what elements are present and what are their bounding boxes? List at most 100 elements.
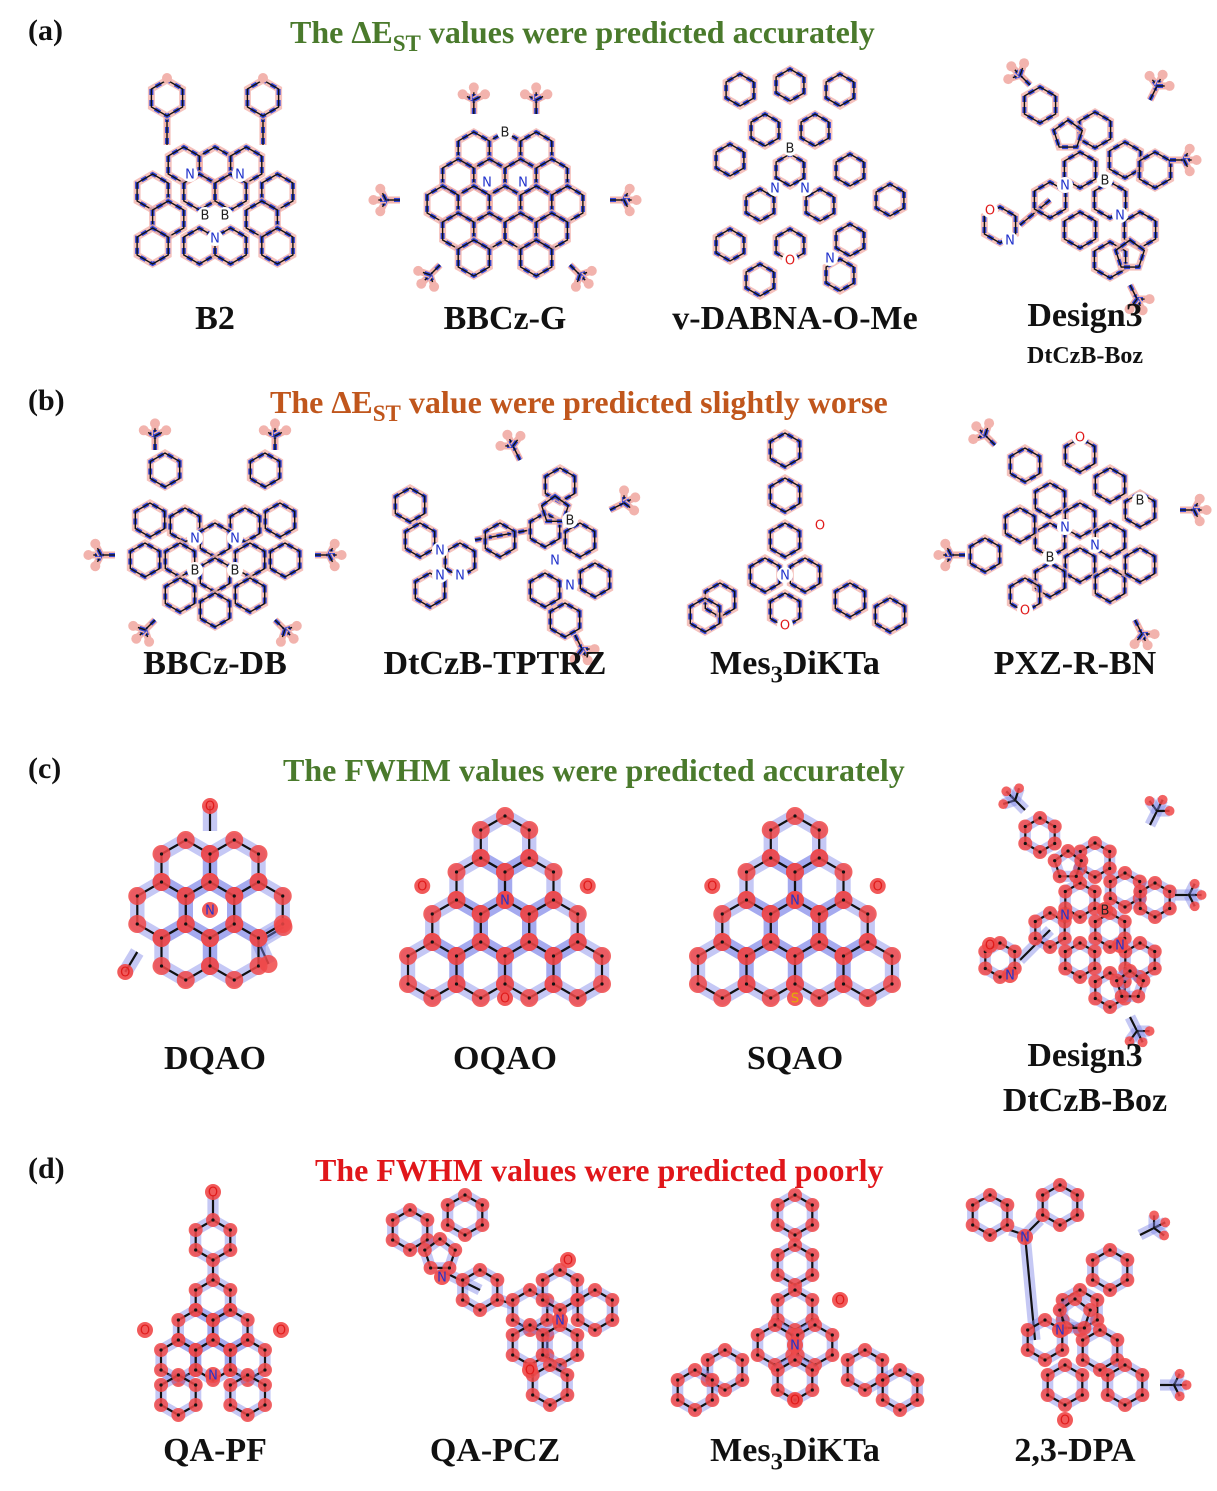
atom-label-b: B <box>1097 902 1113 919</box>
name-b2: B2 <box>195 300 235 337</box>
ring <box>701 578 739 622</box>
atom-label-n: N <box>787 1337 803 1354</box>
svg-text:N: N <box>1060 521 1070 536</box>
ring <box>770 1238 820 1292</box>
ring <box>965 1188 1015 1242</box>
panel-a-title-text: The ΔE <box>290 14 393 50</box>
name-mes3diktA-b-pre: Mes <box>710 645 771 682</box>
terminal-atom <box>971 421 982 432</box>
svg-text:B: B <box>1101 904 1110 919</box>
terminal-atom <box>502 429 513 440</box>
svg-text:O: O <box>985 204 995 219</box>
atom-label-n: N <box>434 1269 450 1286</box>
name-sqao: SQAO <box>746 1040 844 1077</box>
atom-label-o: O <box>579 878 596 895</box>
ring <box>770 1353 820 1407</box>
svg-text:O: O <box>563 1254 573 1269</box>
terminal-atom <box>570 281 581 292</box>
terminal-atom <box>1137 305 1148 316</box>
name-mes3diktA-d-pre: Mes <box>710 1432 771 1469</box>
panel-b-title-text-end: value were predicted slightly worse <box>400 384 888 420</box>
bond <box>1019 1234 1041 1341</box>
name-v-dabna-o-me: v-DABNA-O-Me <box>672 300 918 337</box>
svg-text:O: O <box>208 1186 218 1201</box>
ring <box>802 184 838 226</box>
atom-label-n: N <box>1057 907 1073 924</box>
terminal-atom <box>416 278 427 289</box>
svg-text:N: N <box>555 1314 565 1329</box>
ring <box>1100 1358 1150 1412</box>
bond <box>1126 283 1141 301</box>
ring <box>541 463 579 507</box>
name-qa-pcz: QA-PCZ <box>429 1432 561 1469</box>
ring <box>770 1188 820 1242</box>
terminal-atom <box>457 89 468 100</box>
ring <box>1085 1243 1135 1297</box>
molecule-2-3-dpa: N N O <box>965 1178 1192 1429</box>
ring <box>871 593 909 637</box>
ring <box>1121 543 1159 587</box>
ring <box>261 498 299 542</box>
svg-text:O: O <box>835 1294 845 1309</box>
ring <box>454 235 493 281</box>
svg-text:N: N <box>1060 179 1070 194</box>
name-dtczb-tptrz: DtCzB-TPTRZ <box>383 645 607 682</box>
name-bbcz-g: BBCz-G <box>443 300 567 337</box>
subname-design3-c: DtCzB-Boz <box>1002 1082 1168 1119</box>
molecule-mes3diktA-b: N O O <box>686 428 909 637</box>
ring <box>766 588 804 632</box>
ring <box>746 553 784 597</box>
panel-b-title-text: The ΔE <box>270 384 373 420</box>
atom-label-n: N <box>787 892 803 909</box>
ring <box>980 202 1020 248</box>
svg-text:O: O <box>120 966 130 981</box>
name-mes3diktA-b: Mes3DiKTa <box>690 645 900 690</box>
bond <box>1131 618 1146 636</box>
name-qa-pf: QA-PF <box>163 1432 267 1469</box>
ring <box>126 538 164 582</box>
atom-label-s: S <box>787 990 803 1007</box>
atom-label-o: O <box>1072 429 1088 446</box>
atom-label-n: N <box>452 567 468 584</box>
ring <box>712 224 748 266</box>
svg-text:O: O <box>583 880 593 895</box>
name-mes3diktA-b-sub: 3 <box>770 661 783 689</box>
terminal-atom <box>583 278 594 289</box>
svg-text:N: N <box>565 579 575 594</box>
svg-text:B: B <box>1046 551 1055 566</box>
terminal-atom <box>288 633 299 644</box>
ring <box>747 109 783 151</box>
atom-label-o: O <box>497 990 513 1007</box>
ring <box>1031 478 1069 522</box>
terminal-atom <box>375 206 386 217</box>
atom-label-o: O <box>137 1322 153 1339</box>
atom-label-o: O <box>205 1184 221 1201</box>
svg-text:N: N <box>235 168 245 183</box>
svg-text:O: O <box>785 254 795 269</box>
atom-label-n: N <box>202 902 218 919</box>
ring <box>1088 966 1132 1014</box>
terminal-atom <box>128 620 139 631</box>
ring <box>441 538 479 582</box>
terminal-atom <box>1164 80 1175 91</box>
ring <box>1001 503 1039 547</box>
atom-label-b: B <box>562 512 578 529</box>
terminal-atom <box>329 538 340 549</box>
panel-b-title: The ΔEST value were predicted slightly w… <box>270 384 888 427</box>
terminal-atom <box>630 492 641 503</box>
svg-text:N: N <box>435 569 445 584</box>
atom-label-o: O <box>273 1322 289 1339</box>
ring <box>231 573 269 617</box>
atom-label-n: N <box>187 530 203 547</box>
terminal-atom <box>1184 143 1195 154</box>
terminal-atom <box>429 281 440 292</box>
terminal-atom <box>619 485 630 496</box>
terminal-atom <box>90 561 101 572</box>
ring <box>455 1263 505 1317</box>
ring <box>546 598 584 642</box>
atom-label-o: O <box>812 517 828 534</box>
ring <box>966 533 1004 577</box>
terminal-atom <box>1201 505 1212 515</box>
svg-text:N: N <box>455 569 465 584</box>
ring <box>196 553 234 597</box>
